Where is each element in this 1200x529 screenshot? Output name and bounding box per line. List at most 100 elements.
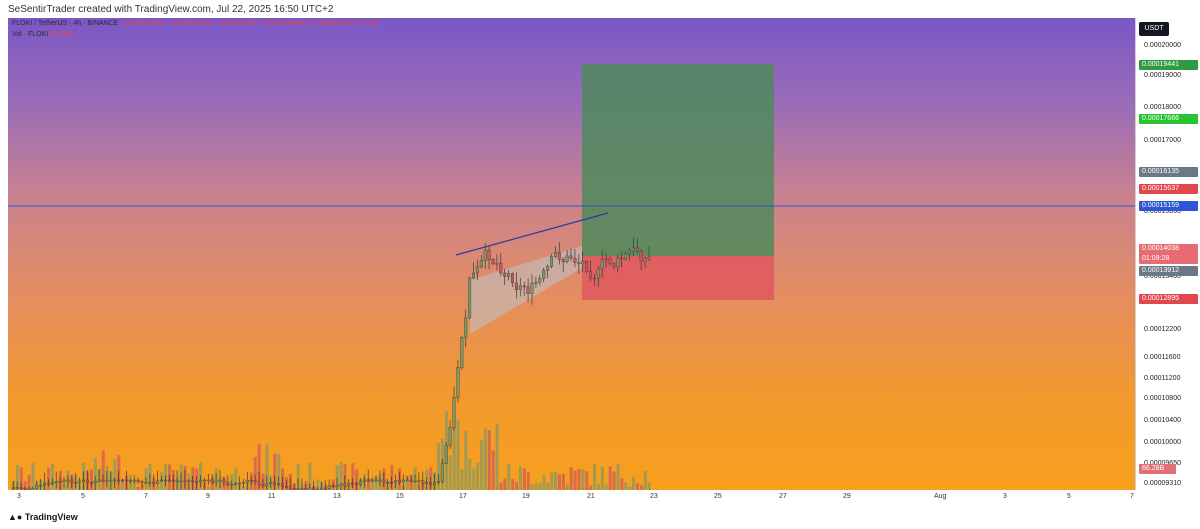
volume-bar	[542, 474, 546, 490]
candle-body	[210, 479, 214, 483]
price-label: 0.00020000	[1144, 42, 1181, 49]
candle-body	[292, 488, 296, 490]
candle-body	[101, 479, 105, 482]
candle-body	[413, 480, 417, 483]
price-axis[interactable]: USDT 0.00020000 0.00019000 0.00018000 0.…	[1135, 18, 1200, 490]
candle-body	[643, 258, 647, 262]
volume-bar	[234, 468, 238, 490]
volume-bar	[23, 481, 27, 490]
candle-body	[487, 249, 491, 260]
candle-body	[608, 258, 612, 264]
candle-body	[179, 480, 183, 483]
take-profit-badge: 0.00019441	[1139, 60, 1198, 70]
volume-bar	[636, 483, 639, 490]
volume-bar	[550, 472, 554, 490]
volume-bar	[93, 457, 97, 490]
volume-bar	[370, 478, 374, 490]
vol-value: 66.28B	[50, 31, 73, 38]
candles	[11, 237, 651, 490]
volume-bar	[585, 471, 589, 490]
candle-body	[518, 285, 522, 290]
take-profit-zone	[582, 64, 774, 256]
candle-body	[85, 479, 89, 483]
candle-body	[561, 259, 565, 263]
time-label: 19	[522, 493, 530, 500]
currency-button[interactable]: USDT	[1139, 22, 1169, 36]
candle-body	[187, 480, 191, 482]
candle-body	[382, 479, 386, 483]
candle-body	[464, 317, 468, 338]
candle-body	[183, 480, 187, 483]
volume-bar	[121, 479, 125, 490]
time-axis[interactable]: 3 5 7 9 11 13 15 17 19 21 23 25 27 29 Au…	[8, 490, 1135, 504]
volume-bar	[503, 478, 507, 490]
candle-body	[335, 485, 339, 488]
time-label: 21	[587, 493, 595, 500]
volume-bar	[242, 486, 246, 490]
volume-bar	[612, 471, 616, 490]
candle-body	[171, 479, 175, 482]
candle-body	[405, 479, 409, 482]
volume-bar	[608, 466, 612, 490]
price-label: 0.00012200	[1144, 326, 1181, 333]
volume-bar	[335, 465, 339, 490]
volume-bar	[515, 481, 519, 490]
chart-svg	[8, 64, 1135, 490]
candle-body	[226, 481, 230, 485]
volume-bar	[452, 426, 456, 490]
volume-bar	[132, 479, 136, 490]
tradingview-logo[interactable]: ▲● TradingView	[8, 512, 78, 522]
candle-body	[265, 483, 269, 487]
candle-body	[152, 481, 156, 484]
candle-body	[54, 481, 58, 484]
candle-body	[234, 483, 238, 485]
candle-body	[159, 479, 163, 482]
candle-body	[596, 268, 600, 279]
candle-body	[429, 481, 433, 485]
volume-bar	[643, 470, 647, 490]
candle-body	[43, 483, 47, 486]
candle-body	[511, 273, 515, 284]
time-label: Aug	[934, 493, 947, 500]
candle-body	[378, 479, 382, 482]
volume-bar	[90, 469, 93, 490]
candle-body	[81, 479, 85, 482]
candle-body	[631, 247, 635, 252]
candle-body	[288, 486, 292, 489]
candle-body	[514, 282, 518, 290]
price-label: 0.00017000	[1144, 137, 1181, 144]
volume-bar	[316, 479, 320, 490]
candle-body	[140, 481, 144, 483]
last-price-badge: 0.00014038 01:09:28	[1139, 244, 1198, 264]
time-label: 11	[268, 493, 276, 500]
candle-body	[253, 480, 257, 482]
candle-body	[241, 482, 245, 484]
candle-body	[15, 487, 19, 489]
time-label: 15	[396, 493, 404, 500]
volume-bar	[101, 450, 105, 490]
volume-bar	[31, 462, 35, 490]
chart-pane[interactable]: FLOKI / TetherUS · 4h · BINANCE O0.00014…	[8, 18, 1135, 490]
candle-body	[444, 445, 448, 464]
time-label: 5	[81, 493, 85, 500]
volume-legend: Vol · FLOKI 66.28B	[12, 31, 72, 38]
volume-bar	[647, 482, 651, 490]
candle-body	[308, 487, 312, 490]
candle-body	[113, 479, 117, 482]
candle-body	[132, 479, 136, 482]
volume-bar	[593, 464, 597, 490]
volume-bar	[624, 482, 628, 490]
volume-bar	[565, 483, 569, 490]
volume-bar	[47, 467, 51, 490]
volume-bar	[355, 469, 359, 490]
volume-bar	[257, 444, 261, 490]
candle-body	[202, 479, 206, 482]
price-label: 0.00018000	[1144, 104, 1181, 111]
candle-body	[195, 481, 199, 483]
volume-bar	[273, 453, 277, 490]
candle-body	[526, 286, 530, 294]
candle-body	[386, 481, 390, 484]
volume-bar	[207, 486, 210, 490]
candle-body	[351, 482, 355, 485]
candle-body	[89, 482, 93, 484]
